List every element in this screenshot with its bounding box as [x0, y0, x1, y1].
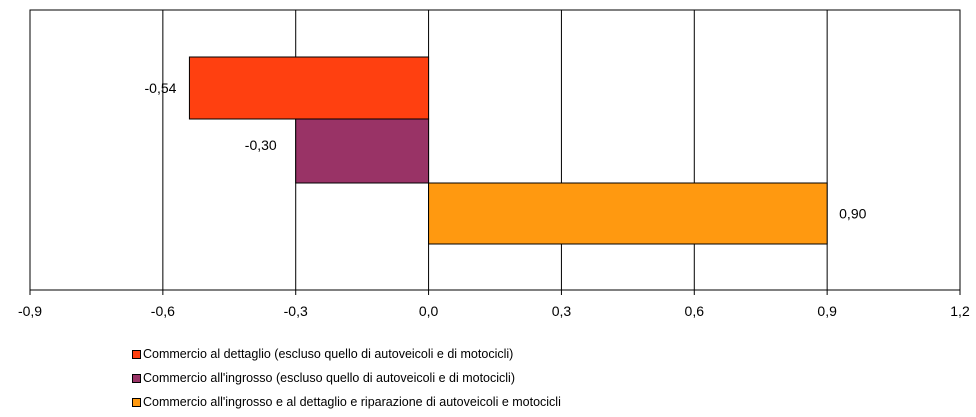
x-tick-label: 0,0: [419, 303, 439, 319]
x-tick-label: -0,3: [284, 303, 308, 319]
x-tick-label: -0,9: [18, 303, 42, 319]
bar: [428, 182, 828, 245]
legend-item-ingrosso: Commercio all'ingrosso (escluso quello d…: [132, 366, 561, 390]
data-label: -0,30: [245, 137, 277, 153]
legend-swatch: [132, 373, 141, 383]
legend-swatch: [132, 397, 141, 407]
data-label: 0,90: [839, 206, 866, 222]
x-tick-label: -0,6: [151, 303, 175, 319]
legend-label: Commercio all'ingrosso (escluso quello d…: [143, 371, 515, 385]
legend: Commercio al dettaglio (escluso quello d…: [132, 342, 561, 414]
legend-item-riparazione: Commercio all'ingrosso e al dettaglio e …: [132, 390, 561, 414]
x-tick-label: 0,3: [552, 303, 572, 319]
x-tick-label: 0,9: [817, 303, 837, 319]
data-labels: -0,54 -0,30 0,90: [145, 80, 867, 222]
legend-swatch: [132, 349, 141, 359]
x-tick-label: 1,2: [950, 303, 970, 319]
bars: [188, 56, 828, 245]
plot-area: [29, 9, 961, 291]
legend-label: Commercio al dettaglio (escluso quello d…: [143, 347, 514, 361]
bar-chart: -0,9 -0,6 -0,3 0,0 0,3 0,6 0,9 1,2 -0,54 -0,30 0,…: [18, 9, 970, 319]
legend-item-dettaglio: Commercio al dettaglio (escluso quello d…: [132, 342, 561, 366]
x-tick-label: 0,6: [685, 303, 705, 319]
data-label: -0,54: [145, 80, 177, 96]
bar: [295, 118, 430, 184]
bar: [188, 56, 430, 120]
x-axis-ticks: -0,9 -0,6 -0,3 0,0 0,3 0,6 0,9 1,2: [18, 290, 970, 319]
legend-label: Commercio all'ingrosso e al dettaglio e …: [143, 395, 561, 409]
